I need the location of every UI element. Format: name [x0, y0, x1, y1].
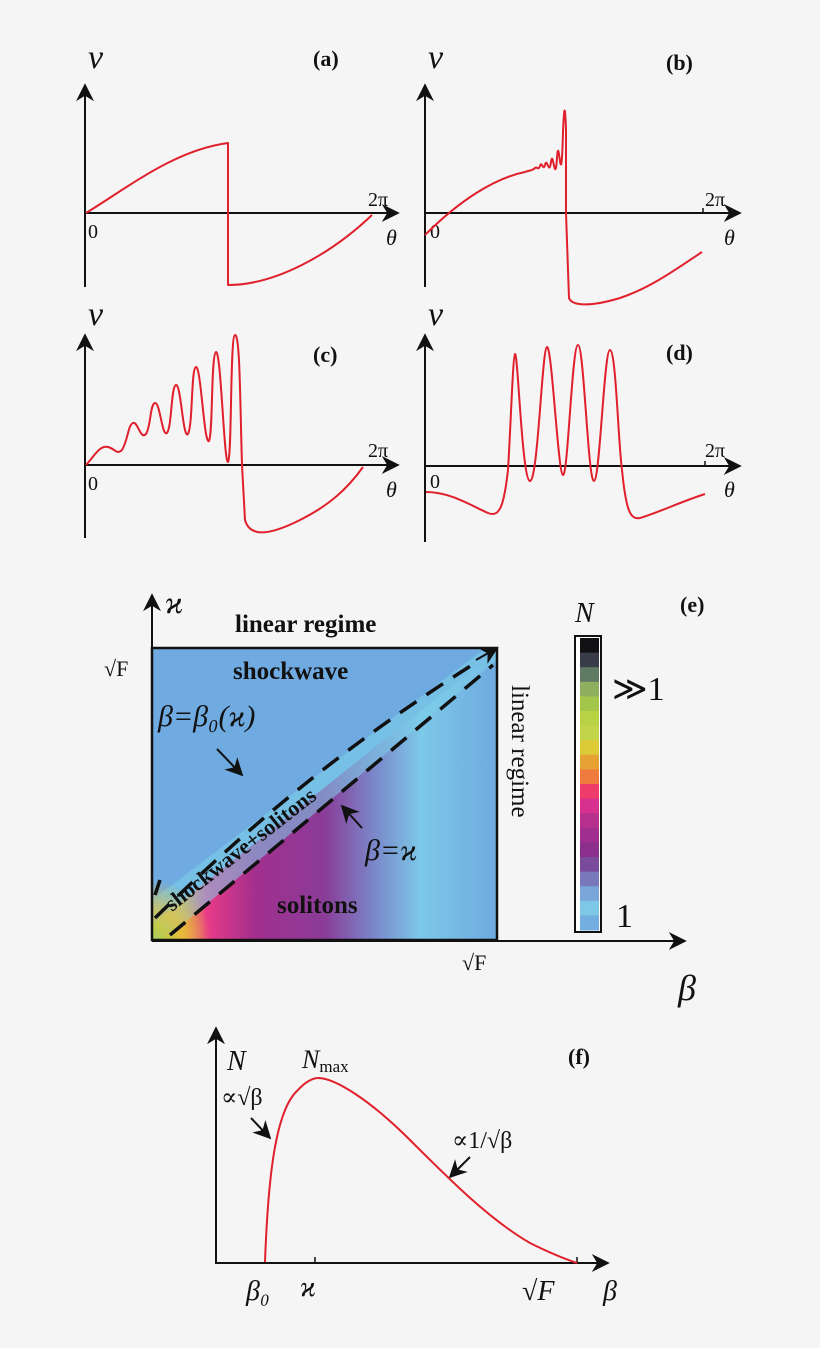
colorbar-swatch	[580, 886, 599, 902]
y-axis-label: v	[428, 39, 444, 76]
x-axis-label: θ	[386, 477, 397, 502]
panel-label: (d)	[666, 340, 693, 365]
panel-c: v (c) 0 2π θ	[76, 296, 400, 538]
curve-beta-kappa	[168, 663, 495, 937]
region-linear-top: linear regime	[235, 611, 376, 638]
x-tick-2pi: 2π	[705, 440, 725, 462]
colorbar-swatch	[580, 784, 599, 800]
colorbar-swatch	[580, 638, 599, 654]
panel-label: (e)	[680, 592, 704, 617]
x-tick-2pi: 2π	[368, 189, 388, 211]
curve-f	[264, 1077, 578, 1264]
arrow-left-asym	[250, 1117, 272, 1140]
colorbar-swatch	[580, 769, 599, 785]
x-tick-sqrtF: √F	[522, 1276, 555, 1307]
origin-label: 0	[88, 221, 98, 243]
colorbar-title: N	[574, 598, 595, 629]
colorbar-low-label: 1	[616, 898, 633, 935]
colorbar-swatch	[580, 813, 599, 829]
y-axis-label: v	[428, 296, 444, 333]
curve-label-beta0: β=β₀(ϰ)	[157, 700, 255, 733]
origin-label: 0	[88, 473, 98, 495]
colorbar	[574, 635, 602, 933]
curve-d	[425, 344, 706, 520]
x-tick-2pi: 2π	[368, 440, 388, 462]
x-axis-label: β	[677, 968, 696, 1008]
left-asymptote-label: ∝√β	[221, 1085, 263, 1111]
panel-d: v (d) 0 2π θ	[416, 296, 742, 542]
panel-label: (f)	[568, 1044, 590, 1069]
colorbar-swatch	[580, 696, 599, 712]
y-tick-sqrtF: √F	[104, 656, 128, 681]
colorbar-swatch	[580, 798, 599, 814]
colorbar-swatch	[580, 871, 599, 887]
y-axis-label: ϰ	[165, 584, 183, 620]
curve-beta0	[153, 658, 481, 920]
panel-label: (c)	[313, 342, 337, 367]
colorbar-swatch	[580, 827, 599, 843]
x-tick-2pi: 2π	[705, 189, 725, 211]
x-tick-beta0: β₀	[245, 1276, 270, 1307]
colorbar-swatch	[580, 900, 599, 916]
colorbar-swatch	[580, 711, 599, 727]
panel-label: (b)	[666, 50, 693, 75]
colorbar-swatch	[580, 740, 599, 756]
colorbar-swatch	[580, 842, 599, 858]
y-axis-label: v	[88, 296, 104, 333]
y-axis-label: v	[88, 39, 104, 76]
panel-a: v (a) 0 2π θ	[76, 39, 400, 287]
arrow-right-asym	[448, 1156, 471, 1179]
region-shockwave: shockwave	[233, 658, 348, 685]
x-tick-sqrtF: √F	[462, 950, 486, 975]
peak-label: Nmax	[301, 1045, 349, 1076]
panel-label: (a)	[313, 46, 339, 71]
colorbar-high-label: ≫1	[612, 671, 665, 708]
arrow-beta-kappa	[340, 804, 363, 829]
x-axis-label: θ	[724, 225, 735, 250]
panel-e: ϰ √F √F β linear regime shockwave β=β₀(ϰ…	[104, 584, 704, 1008]
colorbar-swatch	[580, 725, 599, 741]
colorbar-swatch	[580, 652, 599, 668]
colorbar-swatch	[580, 915, 599, 931]
right-asymptote-label: ∝1/√β	[452, 1128, 512, 1154]
region-linear-right: linear regime	[506, 685, 533, 818]
panel-b: v (b) 0 2π θ	[416, 39, 742, 306]
colorbar-swatch	[580, 681, 599, 697]
origin-label: 0	[430, 221, 440, 243]
curve-label-beta-kappa: β=ϰ	[364, 834, 417, 867]
colorbar-swatch	[580, 667, 599, 683]
colorbar-swatch	[580, 857, 599, 873]
x-tick-kappa: ϰ	[300, 1272, 316, 1303]
curve-c	[85, 333, 364, 534]
y-axis-label: N	[226, 1046, 247, 1077]
curve-b	[424, 109, 703, 306]
arrow-beta0	[216, 748, 244, 777]
phase-diagram-heatmap	[152, 648, 497, 940]
origin-label: 0	[430, 471, 440, 493]
x-axis-label: θ	[386, 225, 397, 250]
panel-f: N (f) Nmax ∝√β ∝1/√β β₀ ϰ √F β	[207, 1026, 617, 1307]
curve-a	[85, 142, 373, 286]
region-solitons: solitons	[277, 892, 358, 919]
x-axis-label: θ	[724, 477, 735, 502]
colorbar-swatch	[580, 754, 599, 770]
x-axis-label: β	[602, 1276, 617, 1307]
